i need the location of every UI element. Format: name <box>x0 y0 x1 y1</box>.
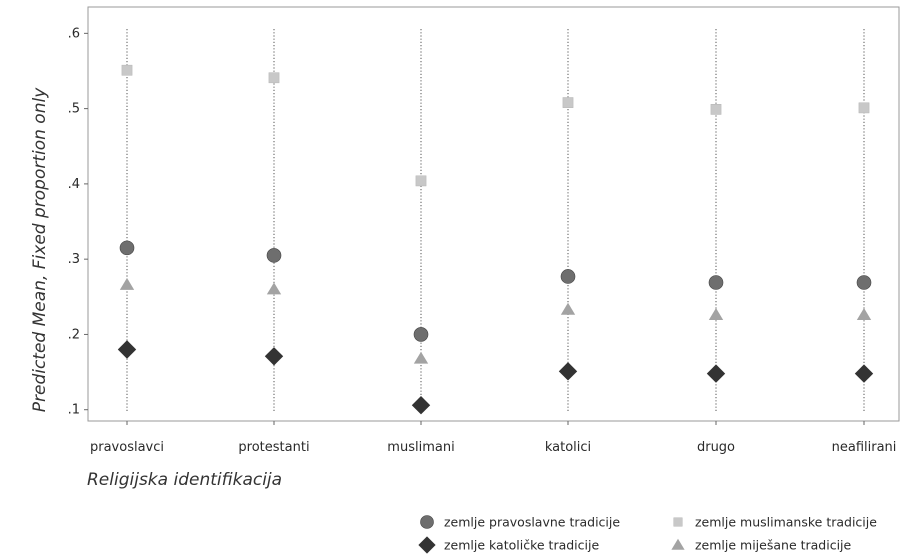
data-point <box>560 302 576 315</box>
y-tick-label: .2 <box>68 327 80 342</box>
data-point <box>708 308 724 320</box>
legend-marker <box>420 515 434 529</box>
data-point <box>706 364 726 383</box>
plot-border <box>87 6 900 422</box>
x-tick-label: drugo <box>697 440 735 455</box>
data-point <box>413 351 429 364</box>
legend-label: zemlje katoličke tradicije <box>444 538 599 553</box>
legend-label: zemlje muslimanske tradicije <box>695 515 877 530</box>
data-point <box>121 64 133 76</box>
x-axis-title: Religijska identifikacija <box>87 470 282 490</box>
data-point <box>411 395 431 415</box>
x-tick-label: neafilirani <box>832 440 897 455</box>
x-tick-label: muslimani <box>387 440 454 455</box>
x-tick-label: protestanti <box>238 440 309 455</box>
data-point <box>413 327 429 342</box>
data-point <box>854 364 874 383</box>
legend-label: zemlje miješane tradicije <box>695 538 852 553</box>
data-point <box>560 269 576 284</box>
data-point <box>858 102 870 114</box>
data-point <box>415 175 427 187</box>
data-point <box>562 97 574 108</box>
data-point <box>117 340 137 359</box>
data-point <box>558 362 578 381</box>
x-axis-ticks: pravoslavci protestanti muslimani katolici d… <box>90 421 896 455</box>
data-point <box>856 308 872 320</box>
y-axis-ticks: .1 .2 .3 .4 .5 .6 <box>68 26 88 418</box>
data-point <box>119 240 135 256</box>
y-tick-label: .1 <box>68 403 80 418</box>
data-point <box>119 277 135 290</box>
data-point <box>268 72 280 84</box>
y-tick-label: .6 <box>68 26 80 41</box>
data-point <box>264 347 284 366</box>
y-tick-label: .5 <box>68 102 80 117</box>
y-tick-label: .3 <box>68 252 80 267</box>
y-tick-label: .4 <box>68 177 80 192</box>
y-axis-title: Predicted Mean, Fixed proportion only <box>30 87 50 412</box>
legend-marker <box>418 536 436 554</box>
data-marks <box>117 64 874 415</box>
data-point <box>856 275 872 290</box>
plot-frame <box>87 6 900 422</box>
data-point <box>710 104 722 115</box>
legend: zemlje pravoslavne tradicije zemlje musli… <box>418 515 877 554</box>
data-point <box>266 248 282 263</box>
legend-marker <box>673 517 683 527</box>
data-point <box>708 275 724 290</box>
legend-label: zemlje pravoslavne tradicije <box>444 515 620 530</box>
x-tick-label: pravoslavci <box>90 440 164 455</box>
x-tick-label: katolici <box>545 440 591 455</box>
data-point <box>266 282 282 295</box>
legend-marker <box>671 538 685 550</box>
